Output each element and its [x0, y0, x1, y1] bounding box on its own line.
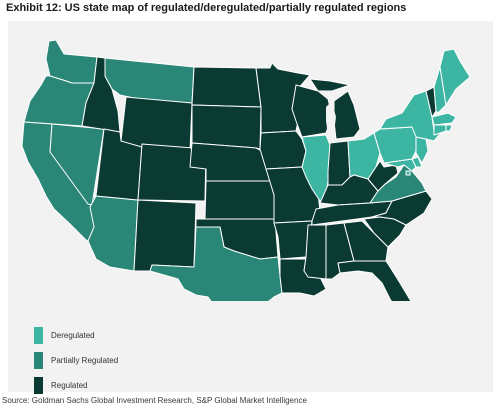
state-NC — [371, 190, 433, 226]
state-KS — [204, 180, 275, 220]
lake-michigan — [326, 101, 336, 135]
state-RI — [445, 124, 453, 132]
exhibit-title: Exhibit 12: US state map of regulated/de… — [6, 2, 407, 14]
state-ME — [439, 48, 471, 106]
state-MA — [431, 112, 457, 126]
legend-label-partially-regulated: Partially Regulated — [51, 356, 119, 365]
state-IL — [301, 134, 331, 202]
state-IN — [327, 140, 351, 186]
state-MT — [104, 57, 195, 104]
state-TX — [149, 226, 283, 301]
state-DE — [411, 156, 423, 168]
state-SD — [191, 104, 262, 150]
legend-swatch-deregulated — [34, 327, 43, 344]
legend-swatch-partially-regulated — [34, 352, 43, 369]
state-WA — [45, 39, 98, 84]
state-FL — [337, 260, 412, 301]
legend-label-deregulated: Deregulated — [51, 331, 95, 340]
map-panel: Deregulated Partially Regulated Regulate… — [8, 21, 493, 394]
state-AZ — [87, 195, 139, 272]
state-WY — [120, 96, 193, 152]
state-IA — [259, 130, 307, 170]
state-PA — [373, 126, 419, 164]
state-MS — [303, 224, 327, 280]
legend-swatch-regulated — [34, 377, 43, 394]
state-NH — [433, 66, 447, 114]
state-NM — [133, 199, 197, 272]
us-state-map — [21, 39, 471, 301]
state-DC — [405, 170, 411, 176]
state-CT — [433, 124, 447, 136]
source-note: Source: Goldman Sachs Global Investment … — [2, 396, 307, 405]
legend-label-regulated: Regulated — [51, 381, 88, 390]
state-ND — [191, 66, 262, 108]
state-WI — [291, 84, 333, 138]
